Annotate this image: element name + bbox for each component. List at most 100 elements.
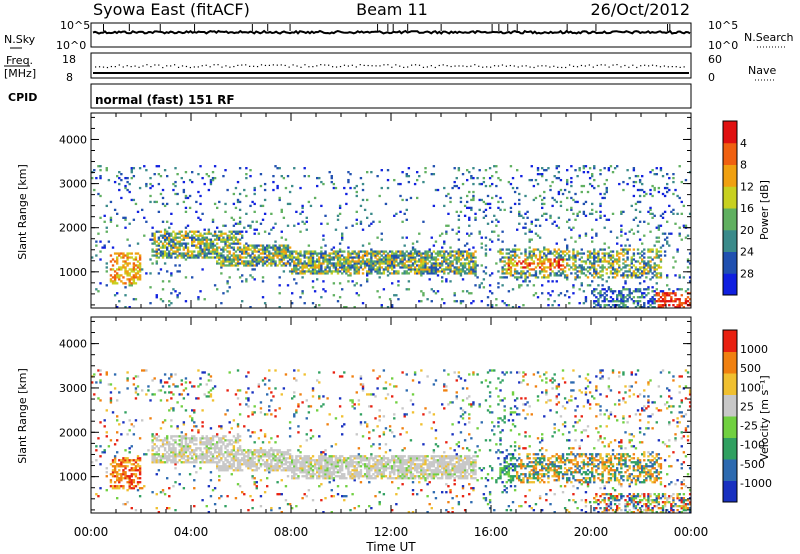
power-cell: [151, 248, 154, 251]
power-cell: [303, 222, 306, 225]
velocity-cell: [134, 397, 138, 400]
velocity-cell: [184, 381, 188, 384]
velocity-cell: [188, 441, 192, 444]
power-cell: [472, 176, 475, 180]
velocity-cell: [128, 451, 131, 454]
power-cell: [649, 266, 652, 269]
power-cell: [418, 232, 421, 235]
power-cell: [176, 254, 179, 257]
power-cell: [636, 224, 640, 227]
velocity-cell: [249, 467, 252, 470]
power-cell: [553, 266, 556, 269]
velocity-cell: [118, 473, 121, 476]
power-cell: [632, 218, 636, 221]
power-cell: [378, 220, 381, 223]
velocity-cell: [184, 461, 188, 464]
power-cell: [328, 270, 331, 273]
power-cell: [626, 252, 629, 255]
velocity-cell: [193, 505, 196, 508]
power-cell: [580, 264, 583, 267]
power-cell: [534, 248, 538, 251]
power-cell: [345, 270, 348, 273]
velocity-cell: [220, 467, 223, 470]
power-cell: [655, 240, 658, 243]
power-cell: [634, 272, 638, 275]
power-cell: [536, 182, 540, 186]
power-cell: [593, 165, 596, 168]
velocity-cell: [118, 481, 121, 484]
power-cell: [645, 268, 648, 271]
nave-dot: [284, 64, 286, 67]
power-cell: [197, 238, 200, 241]
velocity-cell: [199, 457, 202, 460]
power-cell: [270, 264, 273, 267]
power-cell: [163, 238, 167, 241]
power-cell: [166, 220, 169, 223]
power-cell: [470, 256, 473, 259]
power-cell: [241, 262, 244, 265]
power-cell: [341, 258, 344, 261]
power-cell: [301, 264, 304, 267]
velocity-cell: [97, 397, 100, 400]
power-cell: [416, 250, 419, 253]
power-cell: [278, 292, 281, 295]
velocity-cell: [136, 489, 140, 492]
velocity-cell: [266, 413, 269, 416]
velocity-cell: [170, 373, 173, 376]
power-cell: [176, 256, 179, 259]
power-cell: [538, 252, 542, 255]
power-cell: [253, 248, 256, 251]
power-cell: [263, 188, 267, 192]
power-cell: [313, 306, 317, 309]
power-cell: [436, 262, 440, 265]
power-cell: [338, 264, 342, 267]
power-cell: [230, 246, 233, 249]
power-cell: [193, 240, 196, 243]
power-cell: [178, 292, 181, 295]
y-tick-label: 1000: [59, 266, 87, 279]
velocity-cell: [209, 395, 213, 398]
power-cell: [543, 268, 546, 271]
power-cell: [516, 272, 519, 275]
power-cell: [482, 216, 486, 219]
power-cell: [386, 258, 390, 261]
power-cell: [338, 270, 342, 273]
power-cell: [203, 254, 206, 257]
power-cell: [309, 272, 313, 275]
power-cell: [678, 234, 681, 237]
power-cell: [263, 212, 267, 215]
velocity-cell: [128, 485, 131, 488]
power-cell: [682, 224, 686, 227]
power-cell: [305, 252, 308, 255]
power-cell: [338, 266, 342, 269]
power-cell: [378, 272, 381, 275]
power-cell: [309, 252, 313, 255]
power-cell: [509, 272, 513, 275]
velocity-cell: [211, 399, 215, 402]
power-cell: [611, 262, 615, 265]
power-cell: [566, 180, 569, 184]
power-cell: [161, 244, 165, 247]
power-cell: [461, 268, 465, 271]
power-cell: [280, 210, 283, 214]
velocity-cell: [143, 453, 146, 456]
velocity-cell: [172, 439, 175, 442]
power-cell: [453, 294, 456, 297]
power-cell: [401, 171, 404, 174]
power-cell: [232, 248, 236, 251]
power-cell: [120, 280, 123, 283]
power-cell: [428, 270, 431, 273]
power-cell: [601, 270, 604, 273]
power-cell: [116, 292, 119, 295]
power-cell: [178, 244, 181, 247]
nave-dot: [320, 64, 322, 66]
power-cell: [316, 252, 319, 255]
power-cell: [245, 176, 248, 180]
velocity-cell: [236, 457, 240, 460]
power-cell: [455, 250, 458, 253]
velocity-cell: [209, 445, 213, 448]
power-cell: [282, 262, 286, 265]
power-cell: [186, 254, 190, 257]
power-cell: [597, 272, 600, 275]
power-cell: [361, 244, 365, 247]
